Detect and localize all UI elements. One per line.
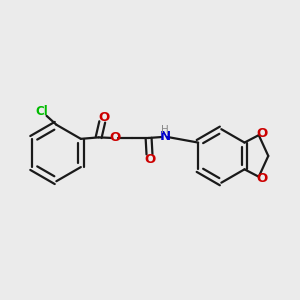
Text: Cl: Cl bbox=[35, 106, 48, 118]
Text: N: N bbox=[159, 130, 170, 143]
Text: O: O bbox=[144, 153, 155, 166]
Text: O: O bbox=[98, 111, 109, 124]
Text: O: O bbox=[257, 127, 268, 140]
Text: O: O bbox=[110, 131, 121, 145]
Text: H: H bbox=[161, 125, 169, 135]
Text: O: O bbox=[257, 172, 268, 185]
